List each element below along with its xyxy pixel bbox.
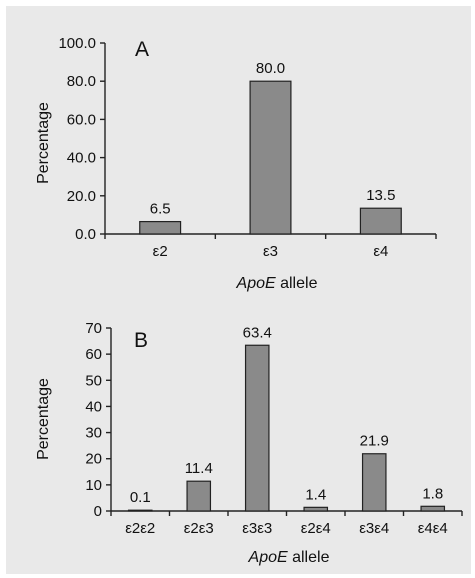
data-label-b-5: 21.9 [360,433,389,450]
bar-a-2 [249,80,292,235]
y-tick-label-b: 40 [85,398,102,415]
y-tick-label-b: 20 [85,451,102,468]
bar-b-2 [186,480,212,512]
panel-label-a: A [135,38,149,61]
x-tick-label-b-2: ε2ε3 [184,520,214,537]
bar-a-3 [359,207,402,235]
x-axis-title-b-italic: ApoE [248,549,288,566]
x-tick-label-b-5: ε3ε4 [359,520,389,537]
y-tick-label-a: 20.0 [67,188,96,205]
data-label-a-3: 13.5 [366,187,395,204]
data-label-b-6: 1.8 [422,485,443,502]
y-tick-label-a: 60.0 [67,111,96,128]
bar-b-1 [127,509,153,512]
bar-b-4 [303,506,329,512]
x-tick-label-a-2: ε3 [263,243,278,260]
x-axis-title-b-rest: allele [288,549,330,566]
y-tick-label-a: 100.0 [58,35,96,52]
x-tick-label-a-1: ε2 [153,243,168,260]
y-tick-label-b: 10 [85,477,102,494]
y-tick-label-a: 80.0 [67,73,96,90]
y-tick-label-a: 0.0 [75,226,96,243]
y-tick-label-b: 0 [94,503,102,520]
y-tick-label-a: 40.0 [67,150,96,167]
y-axis-title-b: Percentage [35,378,52,460]
y-tick-label-b: 70 [85,320,102,337]
data-label-b-3: 63.4 [243,324,272,341]
x-tick-label-b-1: ε2ε2 [125,520,155,537]
chart-a: A Percentage ApoE allele 0.0 20.0 40.0 60.0… [35,35,437,292]
data-label-a-1: 6.5 [150,201,171,218]
chart-b: B Percentage ApoE allele 0 10 20 30 40 50 60 70… [35,320,463,566]
x-axis-title-a-italic: ApoE [236,275,276,292]
bar-b-5 [361,453,387,512]
bar-a-1 [139,220,182,235]
x-tick-label-b-3: ε3ε3 [242,520,272,537]
figure-panel: A Percentage ApoE allele 0.0 20.0 40.0 60.0… [6,6,471,574]
data-label-b-1: 0.1 [130,489,151,506]
x-axis-title-a: ApoE allele [236,275,318,292]
bar-charts: A Percentage ApoE allele 0.0 20.0 40.0 60.0… [35,35,463,566]
data-label-b-2: 11.4 [185,460,213,477]
y-axis-title-a: Percentage [35,102,52,184]
data-label-a-2: 80.0 [256,60,285,77]
panel-label-b: B [134,329,148,352]
y-tick-label-b: 30 [85,425,102,442]
x-tick-label-b-6: ε4ε4 [418,520,448,537]
bar-b-3 [244,344,270,512]
y-tick-label-b: 60 [85,346,102,363]
bar-b-6 [420,505,446,512]
y-tick-label-b: 50 [85,372,102,389]
x-tick-label-a-3: ε4 [373,243,388,260]
data-label-b-4: 1.4 [305,486,326,503]
x-axis-title-a-rest: allele [276,275,318,292]
x-axis-title-b: ApoE allele [248,549,330,566]
x-tick-label-b-4: ε2ε4 [301,520,331,537]
